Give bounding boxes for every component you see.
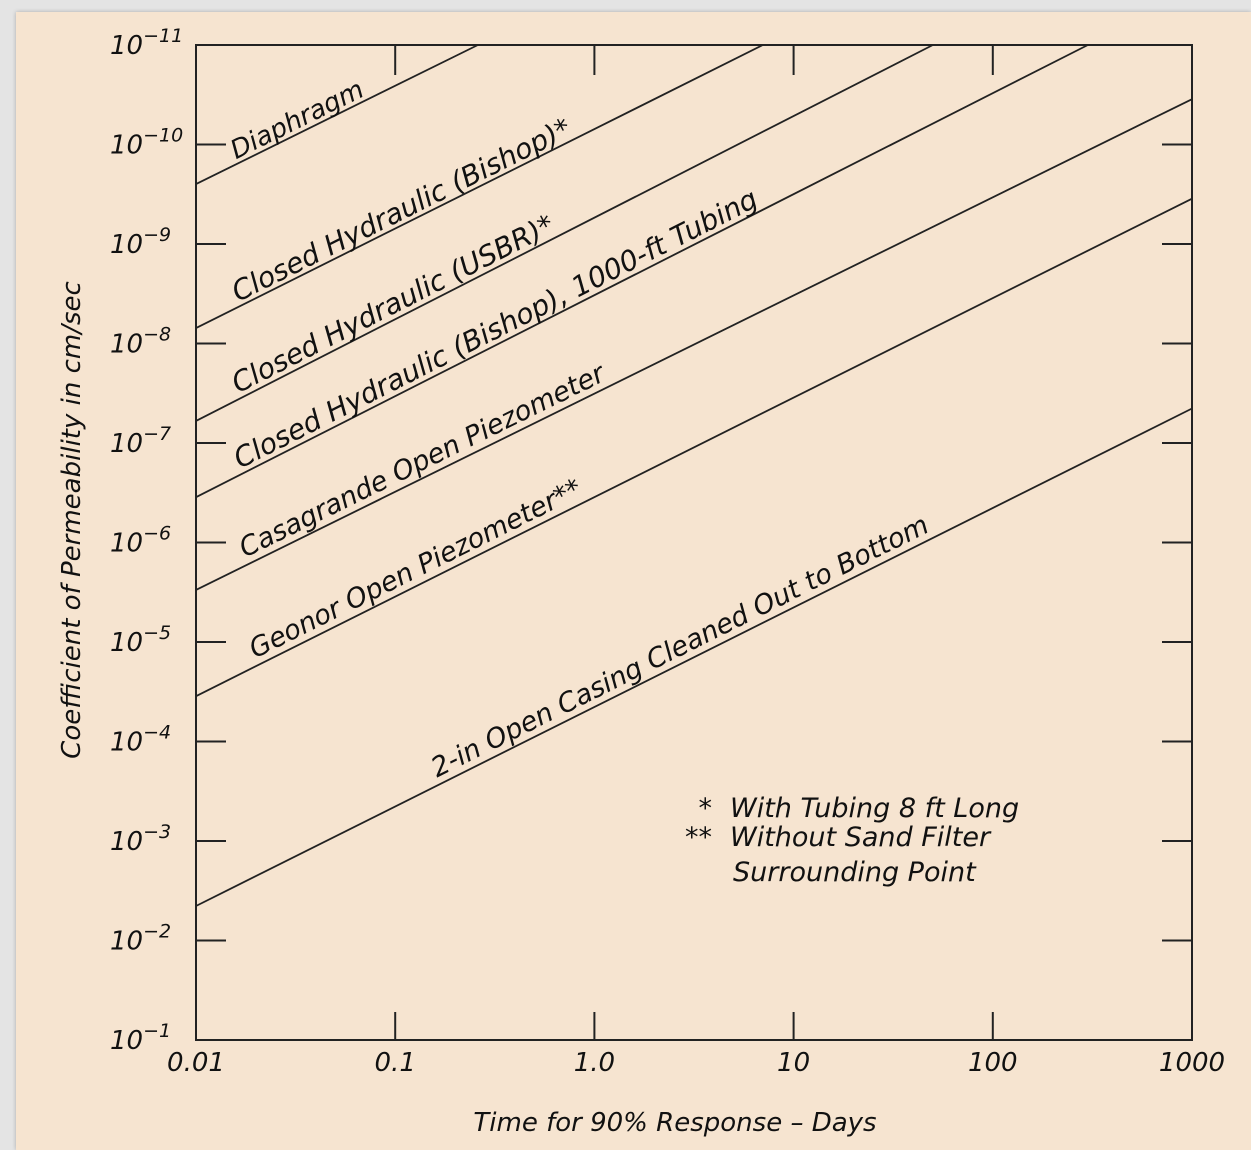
- footnote-mark: *: [699, 793, 713, 824]
- series-label: Geonor Open Piezometer**: [244, 473, 587, 665]
- footnote-mark: **: [685, 822, 712, 853]
- series-layer: [195, 44, 1193, 907]
- y-tick-label: 10−9: [110, 224, 171, 260]
- y-tick-label: 10−1: [110, 1020, 171, 1056]
- series-label: Diaphragm: [226, 75, 369, 166]
- y-tick-label: 10−8: [110, 324, 171, 360]
- y-tick-label: 10−5: [110, 622, 171, 658]
- series-line: [195, 44, 764, 329]
- y-axis-label: Coefficient of Permeability in cm/sec: [57, 281, 87, 759]
- footnote-text: Surrounding Point: [733, 857, 977, 888]
- series-label: 2-in Open Casing Cleaned Out to Bottom: [426, 510, 934, 784]
- x-tick-label: 1.0: [574, 1048, 615, 1078]
- x-tick-label: 0.1: [375, 1048, 416, 1078]
- y-tick-label: 10−3: [110, 821, 171, 857]
- series-line: [195, 44, 934, 422]
- ticks-layer: 10−11 10−10 10−9 10−8 10−7 10−6 10−5 10−4 10−3 10…: [110, 25, 1225, 1078]
- series-line: [195, 197, 1193, 697]
- x-axis-label: Time for 90% Response – Days: [473, 1108, 876, 1138]
- series-line: [195, 44, 1089, 498]
- x-tick-label: 100: [968, 1048, 1018, 1078]
- x-tick-label: 10: [777, 1048, 810, 1078]
- series-line: [195, 407, 1193, 907]
- footnote-text: Without Sand Filter: [730, 822, 992, 853]
- plot-area: [195, 44, 1193, 1041]
- chart-frame: [16, 12, 1251, 1150]
- y-tick-label: 10−2: [110, 921, 171, 957]
- x-tick-label: 1000: [1159, 1048, 1225, 1078]
- footnote-legend: * With Tubing 8 ft Long ** Without Sand …: [685, 793, 1019, 888]
- y-tick-label: 10−10: [110, 125, 183, 161]
- y-tick-label: 10−11: [110, 25, 183, 61]
- y-tick-label: 10−6: [110, 523, 171, 559]
- series-line: [195, 98, 1193, 591]
- series-line: [195, 44, 479, 185]
- footnote-text: With Tubing 8 ft Long: [730, 793, 1019, 824]
- y-tick-label: 10−4: [110, 722, 171, 758]
- y-tick-label: 10−7: [110, 423, 171, 459]
- series-label: Casagrande Open Piezometer: [234, 357, 611, 564]
- x-tick-label: 0.01: [167, 1048, 225, 1078]
